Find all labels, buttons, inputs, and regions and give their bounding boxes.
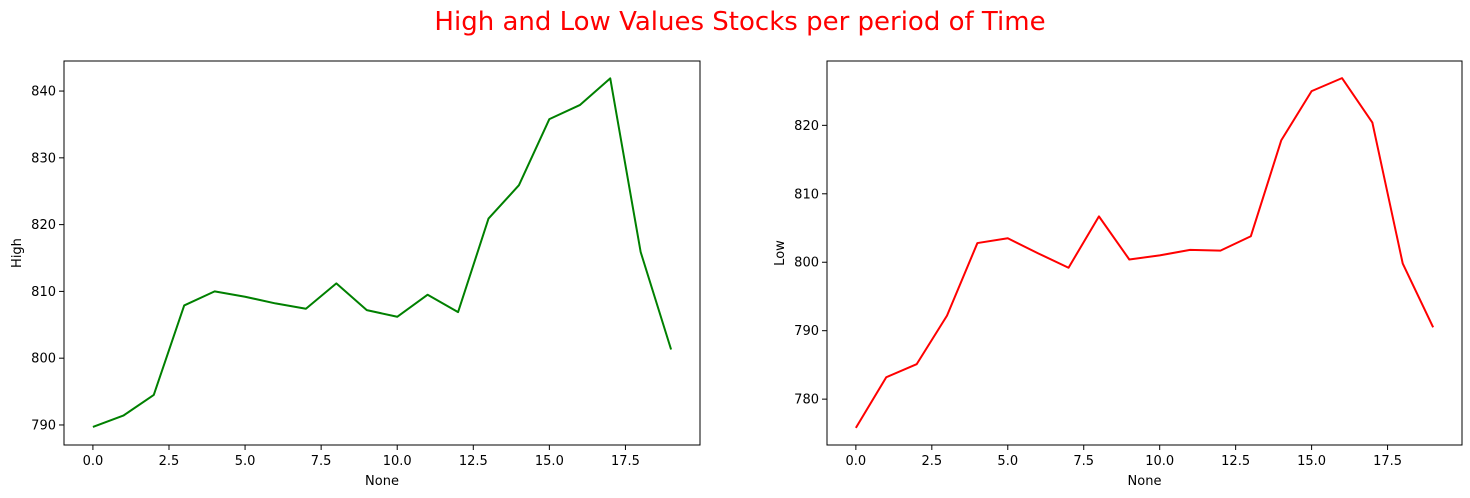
low-plot-frame bbox=[826, 60, 1463, 446]
low-x-tick-label: 2.5 bbox=[921, 454, 942, 469]
low-x-axis-label: None bbox=[1128, 474, 1162, 489]
high-x-axis-label: None bbox=[365, 474, 399, 489]
high-x-tick-label: 7.5 bbox=[311, 454, 332, 469]
low-y-tick-label: 820 bbox=[794, 119, 819, 134]
high-x-tick-label: 12.5 bbox=[459, 454, 488, 469]
high-y-tick-label: 800 bbox=[31, 352, 56, 367]
high-plot-frame bbox=[63, 60, 701, 446]
figure-title: High and Low Values Stocks per period of… bbox=[434, 7, 1046, 37]
low-x-tick-label: 0.0 bbox=[846, 454, 867, 469]
high-y-axis-label: High bbox=[10, 238, 25, 268]
low-y-tick-label: 810 bbox=[794, 187, 819, 202]
low-x-tick-label: 5.0 bbox=[997, 454, 1018, 469]
high-y-tick-label: 820 bbox=[31, 218, 56, 233]
high-x-tick-label: 10.0 bbox=[383, 454, 412, 469]
high-x-tick-label: 2.5 bbox=[159, 454, 180, 469]
high-series-line bbox=[92, 77, 673, 428]
low-y-tick-label: 790 bbox=[794, 324, 819, 339]
high-y-tick-label: 840 bbox=[31, 85, 56, 100]
low-x-tick-label: 17.5 bbox=[1373, 454, 1402, 469]
low-x-tick-label: 7.5 bbox=[1073, 454, 1094, 469]
low-x-tick-label: 15.0 bbox=[1297, 454, 1326, 469]
high-x-tick-label: 0.0 bbox=[83, 454, 104, 469]
low-y-tick-label: 800 bbox=[794, 256, 819, 271]
high-x-tick-label: 17.5 bbox=[611, 454, 640, 469]
high-y-tick-label: 830 bbox=[31, 151, 56, 166]
low-series-line bbox=[855, 77, 1435, 429]
high-y-tick-label: 810 bbox=[31, 285, 56, 300]
high-x-tick-label: 5.0 bbox=[235, 454, 256, 469]
low-x-tick-label: 10.0 bbox=[1145, 454, 1174, 469]
low-y-axis-label: Low bbox=[773, 240, 788, 266]
low-x-tick-label: 12.5 bbox=[1221, 454, 1250, 469]
high-x-tick-label: 15.0 bbox=[535, 454, 564, 469]
high-y-tick-label: 790 bbox=[31, 418, 56, 433]
low-y-tick-label: 780 bbox=[794, 393, 819, 408]
